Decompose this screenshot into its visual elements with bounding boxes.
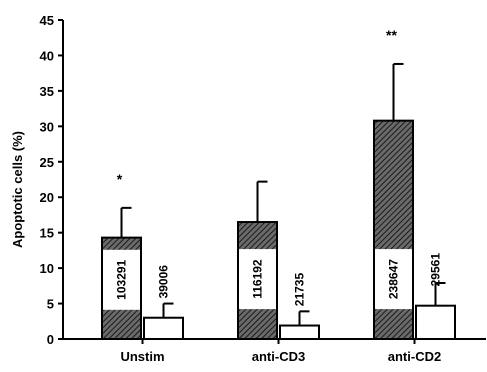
y-tick-label: 40 xyxy=(40,48,54,63)
y-tick-label: 30 xyxy=(40,119,54,134)
y-tick-label: 20 xyxy=(40,190,54,205)
hatched-bar-count: 103291 xyxy=(115,259,129,299)
bar-label-background xyxy=(103,249,140,310)
x-category-label: anti-CD2 xyxy=(388,349,441,364)
y-tick-label: 15 xyxy=(40,226,54,241)
bars xyxy=(101,62,456,341)
significance-marker: * xyxy=(117,171,123,187)
y-tick-label: 35 xyxy=(40,84,54,99)
white-bar xyxy=(143,316,184,341)
white-bar-count: 39006 xyxy=(157,265,171,299)
white-bar xyxy=(279,324,320,340)
white-bar xyxy=(415,304,456,340)
y-tick-label: 45 xyxy=(40,13,54,28)
significance-marker: ** xyxy=(386,27,397,43)
white-bar-count: 29561 xyxy=(429,253,443,287)
labels: 0 5 10 15 20 25 30 35 40 45 Unstim 103291 39006 * anti… xyxy=(40,13,443,364)
y-tick-label: 25 xyxy=(40,155,54,170)
white-bar-count: 21735 xyxy=(293,273,307,307)
hatched-bar-count: 116192 xyxy=(251,259,265,299)
x-category-label: anti-CD3 xyxy=(252,349,305,364)
x-category-label: Unstim xyxy=(120,349,164,364)
y-tick-label: 0 xyxy=(47,332,54,347)
y-axis-title: Apoptotic cells (%) xyxy=(10,131,25,248)
bar-label-background xyxy=(239,249,276,310)
y-tick-label: 5 xyxy=(47,297,54,312)
y-tick-label: 10 xyxy=(40,261,54,276)
bar-label-background xyxy=(375,249,412,310)
hatched-bar-count: 238647 xyxy=(387,259,401,299)
